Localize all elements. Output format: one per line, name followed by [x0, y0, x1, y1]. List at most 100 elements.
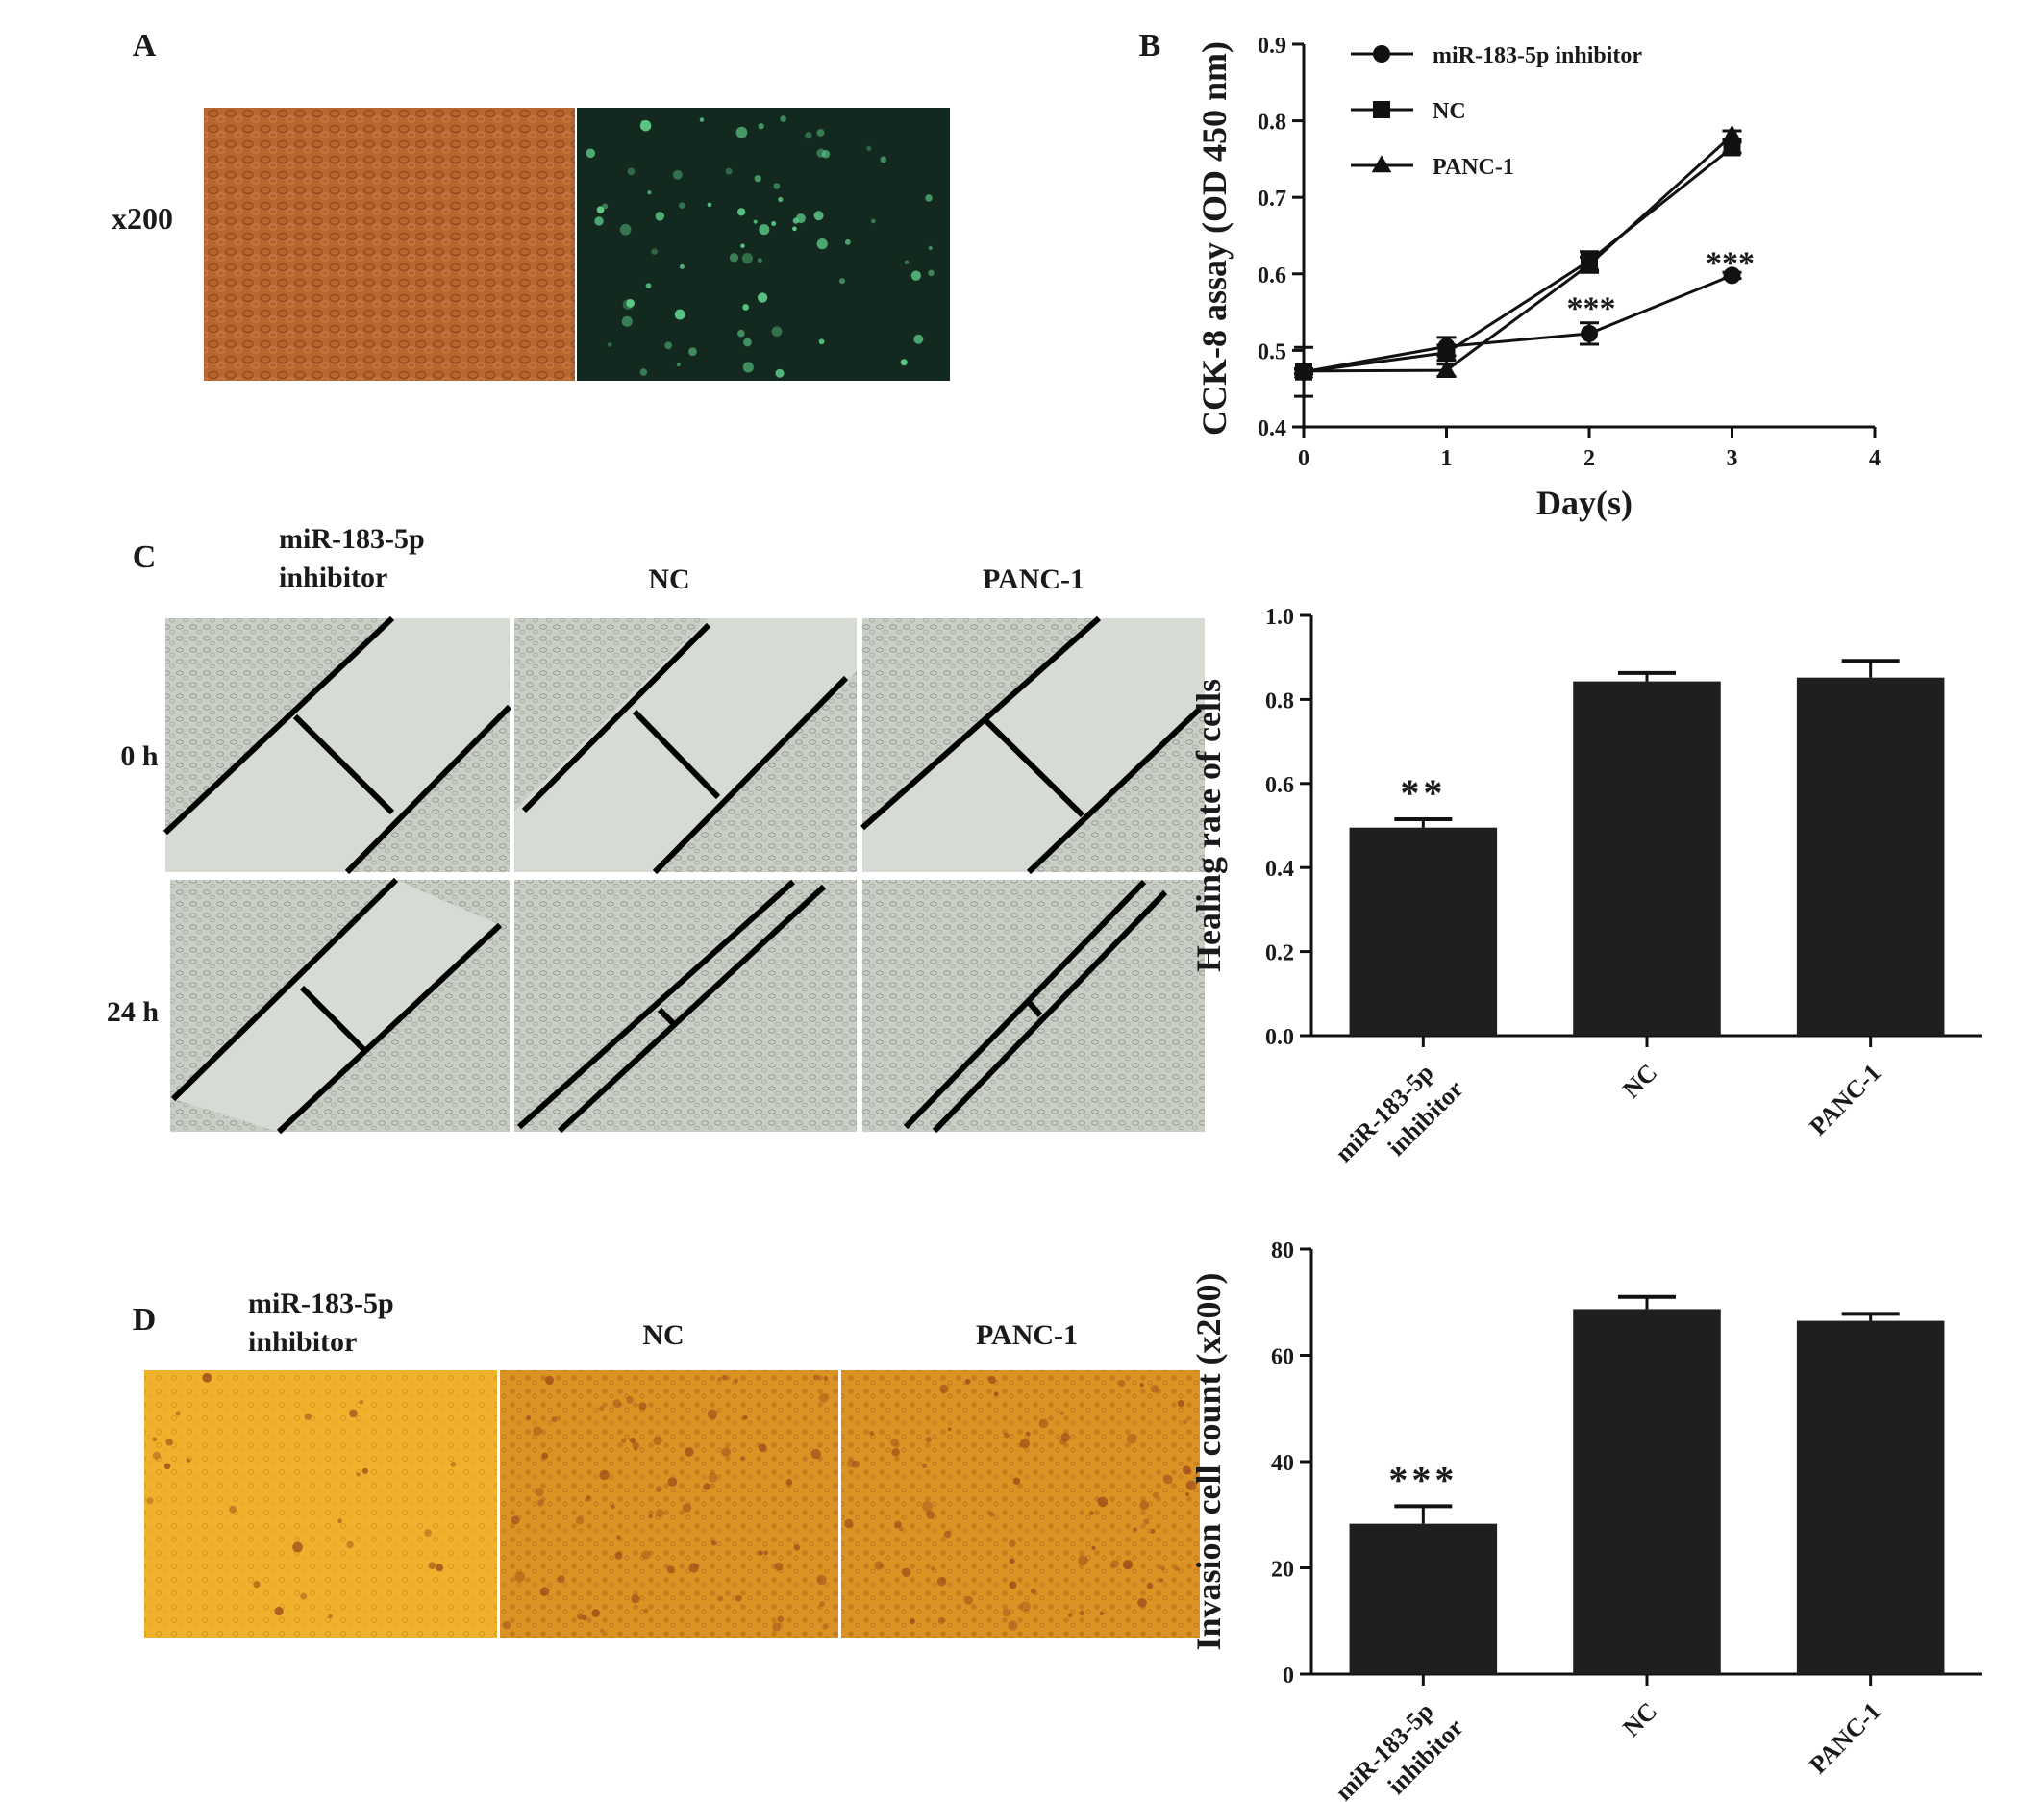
fluorescent-cell	[816, 238, 828, 250]
invaded-cell	[591, 1609, 600, 1617]
invaded-cell	[361, 1467, 368, 1474]
invaded-cell	[1067, 1613, 1073, 1618]
fluorescent-cell	[655, 212, 665, 221]
fluorescent-cell	[586, 148, 596, 159]
y-tick-label: 20	[1271, 1558, 1294, 1583]
y-tick-label: 0.6	[1265, 773, 1294, 798]
invaded-cell	[717, 1595, 724, 1602]
invaded-cell	[300, 1592, 308, 1600]
data-point-square	[1373, 101, 1390, 118]
series-triangle	[1293, 124, 1742, 379]
invaded-cell	[165, 1439, 173, 1446]
invaded-cell	[539, 1587, 550, 1596]
invaded-cell	[822, 1623, 829, 1630]
invaded-cell	[1122, 1559, 1134, 1570]
x-tick-label: miR-183-5pinhibitor	[1330, 1690, 1469, 1802]
invaded-cell	[1137, 1597, 1147, 1608]
invaded-cell	[846, 1459, 856, 1468]
data-point-circle	[1723, 266, 1741, 285]
invaded-cell	[577, 1614, 584, 1620]
fluorescent-cell	[651, 248, 658, 255]
y-tick-label: 1.0	[1265, 605, 1294, 630]
data-point-triangle	[1436, 360, 1457, 378]
invaded-cell	[685, 1447, 694, 1457]
significance-marker: ***	[1706, 245, 1755, 281]
fluorescent-cell	[771, 326, 783, 337]
invaded-cell	[450, 1462, 457, 1467]
invaded-cell	[599, 1406, 605, 1412]
invaded-cell	[688, 1563, 699, 1573]
invaded-cell	[638, 1402, 647, 1411]
invaded-cell	[988, 1512, 995, 1517]
micrograph-brightfield	[204, 108, 575, 381]
invaded-cell	[717, 1376, 722, 1382]
fluorescent-cell	[707, 202, 712, 208]
fluorescent-cell	[900, 359, 908, 366]
data-point-triangle	[1293, 361, 1314, 379]
fluorescent-cell	[647, 190, 652, 195]
invaded-cell	[557, 1575, 565, 1584]
invaded-cell	[346, 1540, 354, 1549]
invaded-cell	[1150, 1385, 1159, 1393]
micrograph-fluorescence	[577, 108, 950, 381]
scratch-panc1-24h	[862, 879, 1205, 1134]
fluorescent-cell	[729, 253, 739, 263]
fluorescent-cell	[871, 218, 876, 224]
fluorescent-cell	[640, 119, 646, 125]
fluorescent-cell	[645, 283, 652, 289]
invaded-cell	[1059, 1411, 1064, 1415]
column-header-inhibitor-line1: miR-183-5p	[248, 1288, 394, 1319]
significance-marker: **	[1400, 771, 1446, 814]
x-tick-label-line: NC	[1617, 1697, 1662, 1742]
invaded-cell	[921, 1463, 928, 1469]
fluorescent-cell	[627, 167, 636, 176]
significance-marker: ***	[1388, 1458, 1458, 1501]
fluorescent-cell	[813, 211, 824, 221]
invaded-cell	[667, 1477, 678, 1487]
y-tick-label: 0.9	[1258, 34, 1286, 59]
invaded-cell	[708, 1472, 718, 1483]
series-line	[1303, 146, 1733, 374]
column-header-nc: NC	[648, 563, 689, 595]
invaded-cell	[1009, 1581, 1017, 1589]
invaded-cell	[514, 1571, 526, 1583]
data-point-circle	[1373, 45, 1390, 63]
invaded-cell	[735, 1594, 742, 1602]
invaded-cell	[734, 1378, 738, 1384]
invaded-cell	[152, 1451, 161, 1460]
column-header-panc1: PANC-1	[983, 563, 1084, 595]
legend-label: PANC-1	[1433, 155, 1514, 180]
invaded-cell	[611, 1504, 615, 1510]
invaded-cell	[740, 1456, 745, 1461]
invaded-cell	[812, 1374, 820, 1381]
invaded-cells	[146, 1372, 1197, 1633]
invaded-cell	[922, 1501, 933, 1512]
invaded-cell	[930, 1565, 935, 1571]
y-tick-label: 60	[1271, 1345, 1294, 1370]
invaded-cell	[988, 1376, 997, 1385]
invaded-cell	[152, 1437, 158, 1442]
fluorescent-cell	[742, 304, 749, 311]
invaded-cell	[947, 1427, 952, 1432]
invaded-cell	[186, 1458, 191, 1463]
invaded-cell	[586, 1494, 591, 1500]
y-tick-label: 0.2	[1265, 941, 1294, 966]
fluorescent-cell	[753, 219, 758, 224]
panel-a: A x200	[112, 28, 950, 381]
invaded-cell	[1030, 1588, 1036, 1594]
invaded-cell	[620, 1438, 627, 1444]
fluorescent-cell	[816, 128, 825, 137]
invaded-cell	[1182, 1465, 1191, 1475]
invaded-cell	[1146, 1583, 1154, 1589]
fluorescent-cell	[672, 169, 683, 180]
y-axis-title: Invasion cell count (x200)	[1189, 1272, 1228, 1650]
fluorescent-cell	[844, 238, 851, 245]
invaded-cell	[656, 1486, 662, 1492]
invaded-cell	[1185, 1480, 1197, 1491]
data-point-square	[1437, 343, 1456, 362]
invaded-cell	[937, 1617, 945, 1625]
magnification-label: x200	[112, 201, 173, 236]
invaded-cell	[163, 1463, 171, 1470]
invaded-cell	[993, 1391, 999, 1397]
invaded-cell	[943, 1530, 952, 1539]
